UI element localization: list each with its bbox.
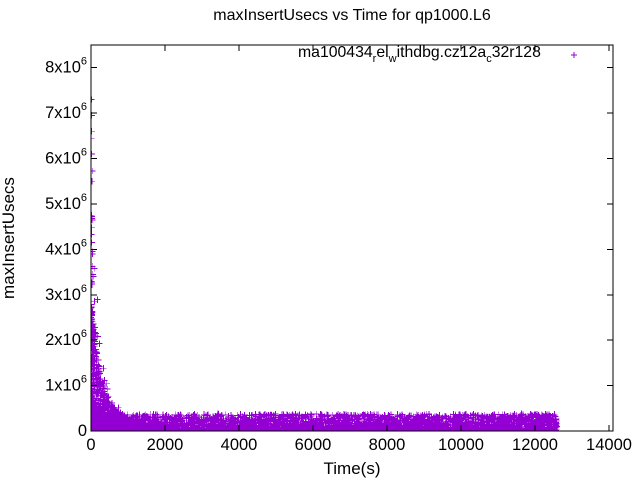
svg-text:14000: 14000 <box>586 436 632 454</box>
svg-text:2x106: 2x106 <box>45 328 87 349</box>
svg-text:2000: 2000 <box>147 436 184 454</box>
svg-text:maxInsertUsecs: maxInsertUsecs <box>0 177 18 299</box>
svg-text:6x106: 6x106 <box>45 147 87 168</box>
svg-text:3x106: 3x106 <box>45 283 87 304</box>
svg-text:4x106: 4x106 <box>45 237 87 258</box>
svg-text:12000: 12000 <box>512 436 558 454</box>
svg-text:Time(s): Time(s) <box>324 459 381 478</box>
svg-text:maxInsertUsecs vs Time for qp1: maxInsertUsecs vs Time for qp1000.L6 <box>213 7 491 24</box>
svg-text:4000: 4000 <box>221 436 258 454</box>
svg-text:6000: 6000 <box>295 436 332 454</box>
svg-text:10000: 10000 <box>438 436 484 454</box>
svg-text:0: 0 <box>86 436 95 454</box>
svg-text:1x106: 1x106 <box>45 374 87 395</box>
svg-text:5x106: 5x106 <box>45 192 87 213</box>
svg-text:7x106: 7x106 <box>45 101 87 122</box>
svg-text:8x106: 8x106 <box>45 56 87 77</box>
svg-text:8000: 8000 <box>369 436 406 454</box>
